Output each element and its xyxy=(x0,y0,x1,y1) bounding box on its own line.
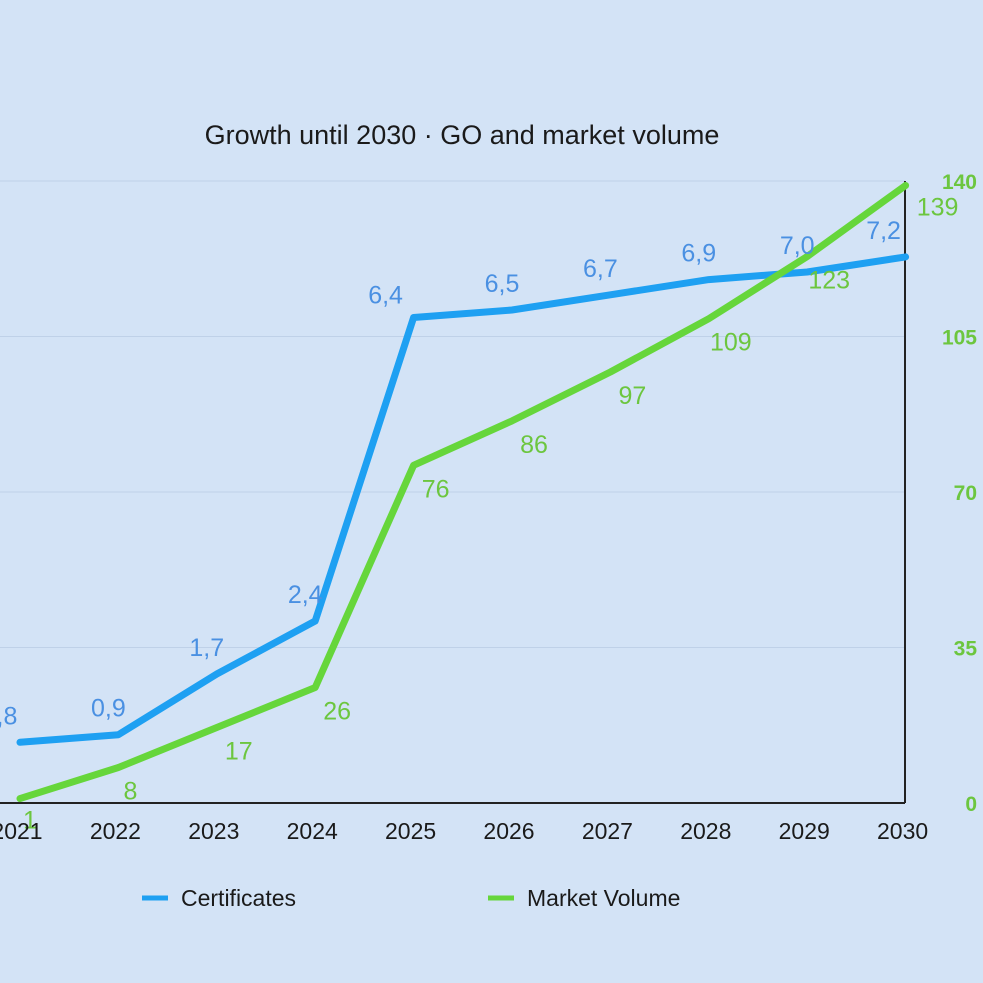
data-label-market-volume: 76 xyxy=(422,475,450,503)
data-label-market-volume: 139 xyxy=(917,193,959,221)
legend-label: Market Volume xyxy=(527,885,680,911)
data-label-market-volume: 17 xyxy=(225,737,253,765)
series-line-certificates xyxy=(16,253,910,746)
x-tick-label: 2028 xyxy=(680,818,731,844)
series-line-market-volume xyxy=(16,181,910,803)
data-label-certificates: 7,0 xyxy=(780,232,815,260)
y-tick-label: 35 xyxy=(954,638,978,661)
data-label-certificates: 6,5 xyxy=(485,270,520,298)
x-tick-label: 2026 xyxy=(483,818,534,844)
data-labels: 0,8 0,9 1,7 2,4 6,4 6,5 6,7 6,9 7,0 7,2 1 8 17 26 76 86… xyxy=(0,193,958,834)
data-label-certificates: 2,4 xyxy=(288,581,323,609)
data-label-market-volume: 86 xyxy=(520,431,548,459)
legend: Certificates Market Volume xyxy=(142,885,680,911)
data-label-market-volume: 123 xyxy=(808,267,850,295)
x-tick-label: 2021 xyxy=(0,818,43,844)
y-right-tick-labels: 0 35 70 105 140 xyxy=(942,171,977,816)
chart-title: Growth until 2030 · GO and market volume xyxy=(205,120,720,150)
x-tick-label: 2025 xyxy=(385,818,436,844)
data-label-market-volume: 26 xyxy=(323,697,351,725)
x-tick-label: 2029 xyxy=(779,818,830,844)
y-tick-label: 105 xyxy=(942,327,977,350)
data-label-certificates: 6,7 xyxy=(583,255,618,283)
data-label-market-volume: 1 xyxy=(23,807,37,835)
data-label-certificates: 6,9 xyxy=(681,240,716,268)
x-tick-label: 2024 xyxy=(287,818,338,844)
legend-label: Certificates xyxy=(181,885,296,911)
data-label-certificates: 0,8 xyxy=(0,702,17,730)
data-label-certificates: 7,2 xyxy=(866,217,901,245)
data-label-market-volume: 97 xyxy=(618,382,646,410)
x-tick-label: 2030 xyxy=(877,818,928,844)
data-label-certificates: 0,9 xyxy=(91,695,126,723)
y-tick-label: 140 xyxy=(942,171,977,194)
data-label-certificates: 1,7 xyxy=(189,634,224,662)
y-tick-label: 70 xyxy=(954,482,977,505)
data-label-certificates: 6,4 xyxy=(368,282,403,310)
y-tick-label: 0 xyxy=(965,793,977,816)
x-tick-label: 2023 xyxy=(188,818,239,844)
x-tick-labels: 2021 2022 2023 2024 2025 2026 2027 2028 2029 2030 xyxy=(0,818,928,844)
series-group xyxy=(16,181,910,803)
x-tick-label: 2022 xyxy=(90,818,141,844)
x-tick-label: 2027 xyxy=(582,818,633,844)
data-label-market-volume: 8 xyxy=(123,777,137,805)
data-label-market-volume: 109 xyxy=(710,329,752,357)
